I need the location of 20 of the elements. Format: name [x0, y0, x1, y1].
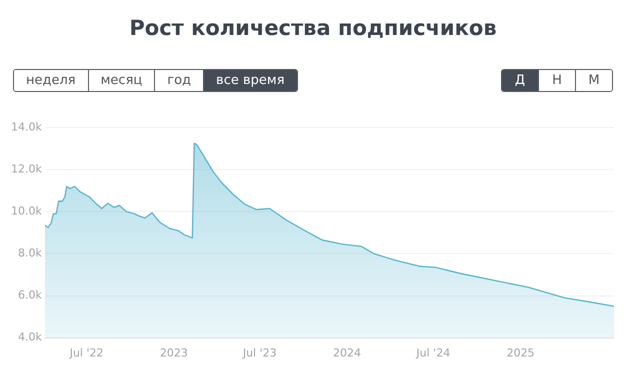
- x-tick-label: 2025: [506, 346, 535, 360]
- y-tick-label: 12.0k: [10, 162, 42, 176]
- text: М: [575, 70, 612, 91]
- y-tick-label: 6.0k: [18, 288, 42, 302]
- y-tick-label: 14.0k: [10, 120, 42, 134]
- text: Д: [502, 70, 538, 91]
- text: неделя: [14, 70, 88, 91]
- y-tick-label: 8.0k: [18, 246, 42, 260]
- y-tick-label: 10.0k: [10, 204, 42, 218]
- y-tick-label: 4.0k: [18, 330, 42, 344]
- x-tick-label: 2024: [332, 346, 361, 360]
- chart-title: Рост количества подписчиков: [128, 16, 498, 40]
- x-tick-label: Jul '24: [415, 346, 450, 360]
- x-tick-label: 2023: [160, 346, 188, 360]
- text: Н: [538, 70, 575, 91]
- x-tick-label: Jul '23: [242, 346, 277, 360]
- text: все время: [203, 70, 297, 91]
- text: месяц: [88, 70, 154, 91]
- text: год: [154, 70, 204, 91]
- x-tick-label: Jul '22: [68, 346, 104, 360]
